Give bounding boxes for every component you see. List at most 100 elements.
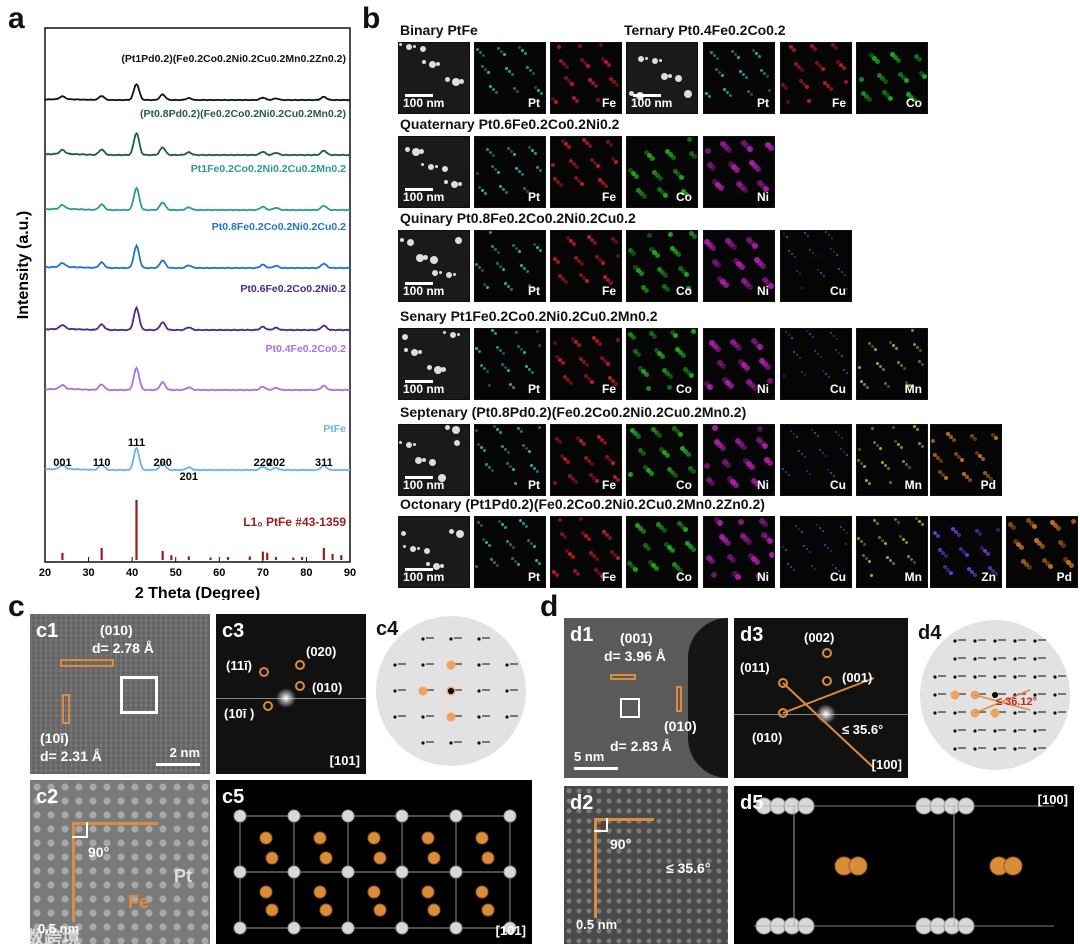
panel-label-d: d — [540, 590, 559, 623]
d3-label: d3 — [740, 624, 764, 646]
x-tick-label-70: 70 — [257, 567, 269, 579]
spot-index — [998, 693, 1006, 695]
x-tick-label-90: 90 — [344, 567, 356, 579]
eds-element-label: Pt — [528, 570, 540, 584]
c2-pt: Pt — [174, 866, 192, 886]
c5-atoms — [233, 809, 517, 935]
fft-d3: d3 (002) (011) (001) (010) ≤ 35.6° [100] — [734, 618, 908, 778]
fft-c3: c3 (020) (11ī) (010) (10ī ) [101] — [216, 614, 366, 774]
plot-frame — [44, 27, 351, 563]
eds-map-Pt: Pt — [703, 42, 775, 114]
fe-atom — [313, 831, 327, 845]
eds-map-Cu: Cu — [780, 230, 852, 302]
eds-element-label: Co — [676, 478, 692, 492]
c1-roi-box — [120, 676, 158, 714]
eds-row-title-6: Octonary (Pt1Pd0.2)(Fe0.2Co0.2Ni0.2Cu0.2… — [400, 496, 765, 512]
eds-map-Pt: Pt — [474, 328, 546, 400]
eds-element-label: Fe — [831, 96, 846, 110]
diffraction-spot — [1013, 711, 1017, 715]
spot-index — [958, 675, 966, 677]
eds-scale-label: 100 nm — [403, 190, 445, 204]
c1-plane1: (010) — [100, 622, 133, 638]
d1-d1: d= 3.96 Å — [604, 648, 666, 664]
crystal-model-c5: c5 [101] — [216, 780, 532, 944]
panel-label-c: c — [8, 590, 25, 623]
series-label-1: (Pt0.8Pd0.2)(Fe0.2Co0.2Ni0.2Cu0.2Mn0.2) — [140, 108, 346, 120]
d5-atoms — [754, 797, 1054, 935]
c1-plane2: (10ī) — [40, 730, 69, 746]
diffraction-spot — [973, 657, 977, 661]
spot-index — [938, 711, 946, 713]
eds-map-Fe: Fe — [550, 424, 622, 496]
eds-element-label: Pd — [980, 478, 996, 492]
fe-atom — [481, 903, 495, 917]
pt-atom — [341, 921, 355, 935]
eds-haadf-tile: 100 nm — [398, 230, 470, 302]
eds-element-label: Fe — [601, 478, 616, 492]
pt-atom — [503, 865, 517, 879]
spot-index — [454, 689, 462, 691]
c2-angle: 90° — [88, 844, 110, 860]
eds-element-label: Pd — [1056, 570, 1072, 584]
xrd-chart: 20 30 40 50 60 70 80 90 2 Theta (Degree) Intensit… — [15, 27, 356, 600]
diffraction-spot — [477, 689, 481, 693]
eds-element-label: Fe — [601, 284, 616, 298]
x-tick-label-80: 80 — [300, 567, 312, 579]
fe-atom — [319, 903, 333, 917]
eds-map-Fe: Fe — [550, 328, 622, 400]
eds-element-label: Fe — [601, 190, 616, 204]
spot-index — [426, 663, 434, 665]
spot-index — [958, 639, 966, 641]
eds-element-label: Co — [906, 96, 922, 110]
d3-angle: ≤ 35.6° — [842, 722, 884, 737]
diffraction-spot — [449, 741, 453, 745]
eds-map-Zn: Zn — [930, 516, 1002, 588]
spot-index — [958, 711, 966, 713]
spot-index — [482, 715, 490, 717]
eds-map-Ni: Ni — [703, 424, 775, 496]
fe-atom — [421, 885, 435, 899]
eds-row-title-1: Ternary Pt0.4Fe0.2Co0.2 — [624, 22, 786, 38]
eds-map-Pt: Pt — [474, 136, 546, 208]
diffraction-spot — [1033, 693, 1037, 697]
c1-scale: 2 nm — [169, 745, 200, 760]
eds-map-Cu: Cu — [780, 424, 852, 496]
spot-index — [510, 663, 518, 665]
center-spot — [992, 692, 998, 698]
diffraction-spot — [1013, 729, 1017, 733]
c2-scale: 0.5 nm — [38, 921, 80, 936]
fe-atom — [475, 885, 489, 899]
d4-angle: ≤ 36.12° — [996, 696, 1038, 708]
y-axis-label: Intensity (a.u.) — [15, 211, 32, 319]
spot-index — [510, 715, 518, 717]
d1-scale: 5 nm — [574, 749, 605, 764]
spot-index — [454, 637, 462, 639]
spot-index — [978, 711, 986, 713]
diffraction-spot — [393, 663, 397, 667]
diffraction-spot — [993, 675, 997, 679]
diffraction-spot — [953, 729, 957, 733]
c3-label: c3 — [222, 620, 245, 642]
spot-index — [1038, 711, 1046, 713]
spot-index — [998, 711, 1006, 713]
eds-map-Pd: Pd — [930, 424, 1002, 496]
eds-element-label: Ni — [757, 478, 769, 492]
eds-element-label: Co — [676, 190, 692, 204]
diffraction-spot — [993, 657, 997, 661]
diffraction-spot — [477, 663, 481, 667]
diffraction-spot — [1013, 639, 1017, 643]
highlight-spot — [446, 712, 456, 722]
haadf-c2: c2 90° Pt Fe 0.5 nm — [30, 780, 210, 944]
spot-index — [482, 637, 490, 639]
eds-element-label: Mn — [904, 382, 922, 396]
eds-row-title-2: Quaternary Pt0.6Fe0.2Co0.2Ni0.2 — [400, 116, 620, 132]
eds-scale-label: 100 nm — [403, 570, 445, 584]
spot-index — [998, 639, 1006, 641]
diffraction-spot — [973, 747, 977, 751]
eds-element-label: Pt — [757, 96, 769, 110]
d5-axis: [100] — [1037, 792, 1068, 807]
spot-index — [998, 747, 1006, 749]
crystal-model-d5: d5 [100] — [734, 786, 1074, 944]
eds-haadf-tile: 100 nm — [398, 136, 470, 208]
c3-spot1: (11ī) — [226, 658, 253, 673]
